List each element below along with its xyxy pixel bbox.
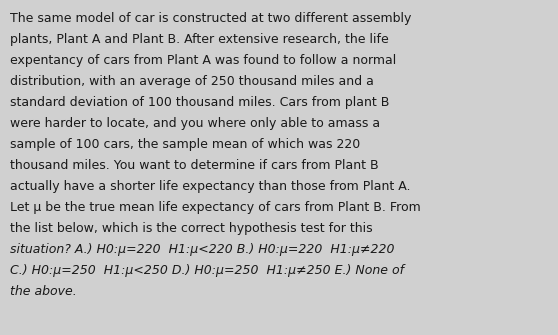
Text: C.) H0:μ=250  H1:μ<250 D.) H0:μ=250  H1:μ≠250 E.) None of: C.) H0:μ=250 H1:μ<250 D.) H0:μ=250 H1:μ≠… [10,264,404,277]
Text: thousand miles. You want to determine if cars from Plant B: thousand miles. You want to determine if… [10,159,379,172]
Text: situation? A.) H0:μ=220  H1:μ<220 B.) H0:μ=220  H1:μ≠220: situation? A.) H0:μ=220 H1:μ<220 B.) H0:… [10,243,395,256]
Text: The same model of car is constructed at two different assembly: The same model of car is constructed at … [10,12,411,25]
Text: standard deviation of 100 thousand miles. Cars from plant B: standard deviation of 100 thousand miles… [10,96,389,109]
Text: the list below, which is the correct hypothesis test for this: the list below, which is the correct hyp… [10,222,373,235]
Text: distribution, with an average of 250 thousand miles and a: distribution, with an average of 250 tho… [10,75,374,88]
Text: were harder to locate, and you where only able to amass a: were harder to locate, and you where onl… [10,117,380,130]
Text: the above.: the above. [10,285,77,298]
Text: expentancy of cars from Plant A was found to follow a normal: expentancy of cars from Plant A was foun… [10,54,396,67]
Text: sample of 100 cars, the sample mean of which was 220: sample of 100 cars, the sample mean of w… [10,138,360,151]
Text: actually have a shorter life expectancy than those from Plant A.: actually have a shorter life expectancy … [10,180,411,193]
Text: plants, Plant A and Plant B. After extensive research, the life: plants, Plant A and Plant B. After exten… [10,33,389,46]
Text: Let μ be the true mean life expectancy of cars from Plant B. From: Let μ be the true mean life expectancy o… [10,201,421,214]
